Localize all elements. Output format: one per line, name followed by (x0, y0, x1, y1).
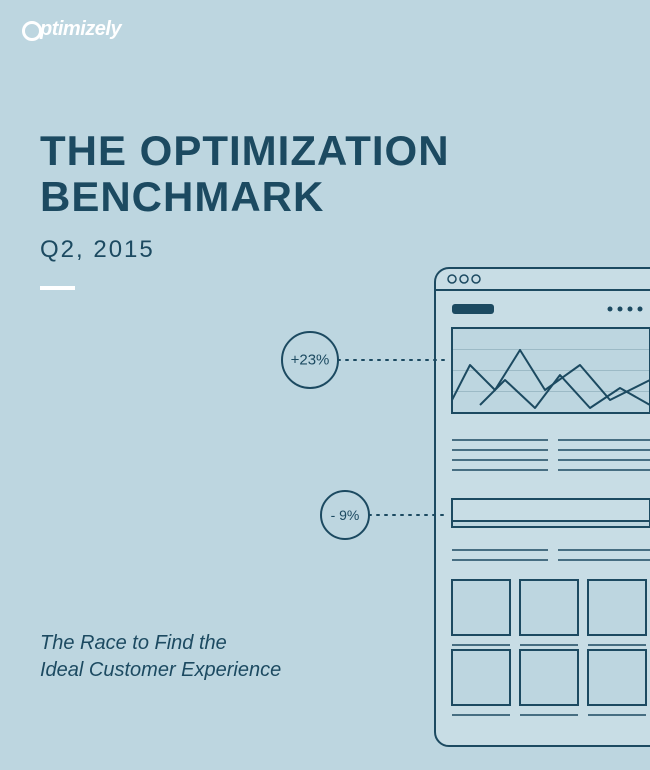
svg-text:- 9%: - 9% (331, 507, 360, 523)
page-title: THE OPTIMIZATION BENCHMARK (40, 128, 450, 220)
page-subtitle: Q2, 2015 (40, 236, 155, 264)
svg-text:+23%: +23% (291, 352, 330, 369)
brand-logo-text: ptimizely (40, 18, 121, 41)
brand-logo-mark (22, 21, 42, 41)
divider-rule (40, 286, 75, 290)
brand-logo: ptimizely (22, 18, 121, 41)
tagline: The Race to Find the Ideal Customer Expe… (40, 630, 281, 684)
wireframe-diagram: +23% - 9% (280, 250, 650, 770)
tagline-line-2: Ideal Customer Experience (40, 659, 281, 681)
title-line-2: BENCHMARK (40, 173, 324, 220)
tagline-line-1: The Race to Find the (40, 632, 227, 654)
title-line-1: THE OPTIMIZATION (40, 127, 450, 174)
